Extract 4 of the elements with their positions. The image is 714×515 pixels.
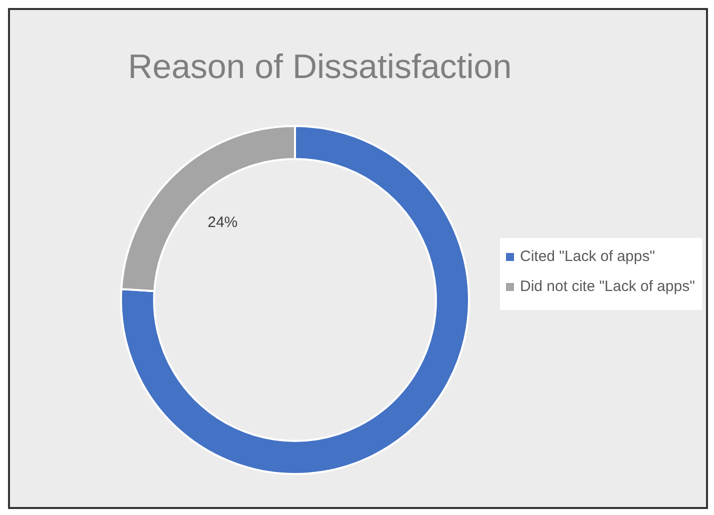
data-label: 24% (208, 214, 238, 232)
legend-label: Did not cite "Lack of apps" (520, 277, 695, 297)
legend-label: Cited "Lack of apps" (520, 247, 655, 267)
chart-title: Reason of Dissatisfaction (128, 48, 512, 87)
